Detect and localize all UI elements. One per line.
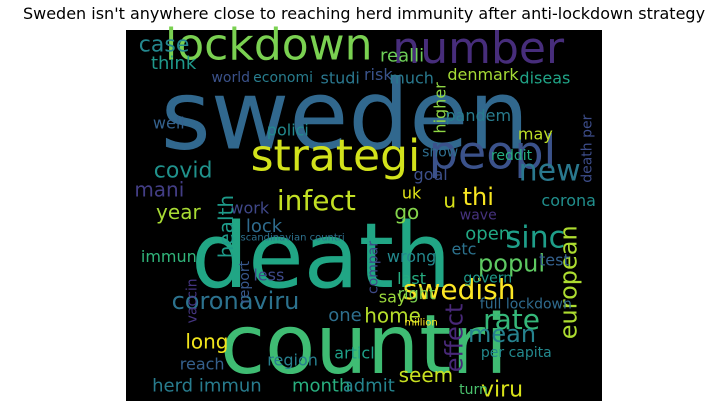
wordcloud-word: articl <box>334 343 374 362</box>
wordcloud-word: world <box>211 70 250 86</box>
wordcloud-word: covid <box>154 158 213 183</box>
wordcloud-word: immun <box>141 247 197 266</box>
wordcloud-word: studi <box>321 69 360 88</box>
wordcloud-word: much <box>389 69 434 88</box>
wordcloud-word: vaccin <box>185 278 201 323</box>
wordcloud-word: full lockdown <box>480 297 572 313</box>
wordcloud-word: viru <box>481 377 523 402</box>
wordcloud-word: lockdown <box>165 19 373 70</box>
wordcloud-word: one <box>328 305 362 326</box>
wordcloud-word: mean <box>468 320 536 348</box>
wordcloud-word: death <box>191 204 451 309</box>
wordcloud-word: diseas <box>519 69 570 88</box>
wordcloud-word: health <box>214 195 238 258</box>
wordcloud-word: u <box>443 189 456 213</box>
wordcloud-word: show <box>422 144 458 160</box>
wordcloud-word: risk <box>364 65 393 84</box>
wordcloud-background <box>126 30 602 401</box>
wordcloud-word: million <box>404 318 437 329</box>
wordcloud-word: death per <box>580 114 596 182</box>
wordcloud-word: say <box>379 288 407 307</box>
wordcloud-word: month <box>292 376 350 397</box>
wordcloud-word: may <box>518 124 553 143</box>
wordcloud-word: open <box>465 224 510 245</box>
wordcloud-word: scandinavian countri <box>240 232 344 243</box>
wordcloud-word: test <box>539 251 570 270</box>
wordcloud-word: infect <box>277 184 356 217</box>
wordcloud-word: work <box>230 199 269 218</box>
wordcloud-word: region <box>267 351 318 370</box>
wordcloud-word: mani <box>134 178 184 202</box>
wordcloud-word: case <box>139 32 190 57</box>
wordcloud-word: reach <box>180 354 225 373</box>
wordcloud-word: denmark <box>447 65 519 84</box>
wordcloud-word: swedish <box>403 273 516 306</box>
wordcloud-word: number <box>392 23 565 74</box>
wordcloud-word: sinc <box>506 220 565 255</box>
wordcloud-word: less <box>253 265 284 284</box>
wordcloud-word: etc <box>451 239 476 258</box>
wordcloud-word: well <box>153 113 185 132</box>
wordcloud-word: uk <box>402 184 422 203</box>
wordcloud-word: govern <box>463 271 512 287</box>
wordcloud-word: effect <box>440 304 468 373</box>
wordcloud-word: higher <box>431 82 450 134</box>
wordcloud-word: year <box>156 200 201 224</box>
wordcloud-word: last <box>397 269 426 288</box>
wordcloud-word: popul <box>478 250 545 278</box>
wordcloud-word: economi <box>253 70 313 86</box>
wordcloud-word: seem <box>399 363 454 387</box>
wordcloud-word: wrong <box>387 247 436 266</box>
wordcloud-word: peopl <box>429 125 557 179</box>
wordcloud-word: polici <box>267 121 309 140</box>
wordcloud-word: lock <box>246 216 283 237</box>
wordcloud-word: coronaviru <box>172 287 300 315</box>
wordcloud-word: european <box>555 225 583 339</box>
wordcloud-word: sweden <box>161 59 529 171</box>
wordcloud-word: report <box>237 260 253 303</box>
wordcloud-word: new <box>519 153 581 188</box>
wordcloud-word: thi <box>463 183 494 211</box>
wordcloud-word: wave <box>460 208 497 224</box>
wordcloud-word: compar <box>366 241 382 294</box>
wordcloud-word: realli <box>380 45 424 66</box>
wordcloud-word: right <box>398 284 436 303</box>
wordcloud-word: go <box>394 200 419 224</box>
wordcloud-word: per capita <box>481 345 552 361</box>
wordcloud-word: turn <box>459 382 488 398</box>
wordcloud-word: rate <box>483 303 540 336</box>
wordcloud-word: think <box>151 53 197 74</box>
chart-title: Sweden isn't anywhere close to reaching … <box>22 4 706 23</box>
wordcloud-word: goal <box>414 165 448 184</box>
wordcloud-word: reddit <box>491 148 533 164</box>
wordcloud-word: herd immun <box>152 376 262 397</box>
wordcloud-word: corona <box>541 191 596 210</box>
wordcloud-word: long <box>185 330 228 354</box>
wordcloud-word: strategi <box>251 131 421 182</box>
wordcloud-word: countri <box>220 298 508 393</box>
wordcloud-word: admit <box>343 376 395 397</box>
wordcloud-word: pandem <box>445 106 511 125</box>
wordcloud-word: home <box>364 304 421 328</box>
